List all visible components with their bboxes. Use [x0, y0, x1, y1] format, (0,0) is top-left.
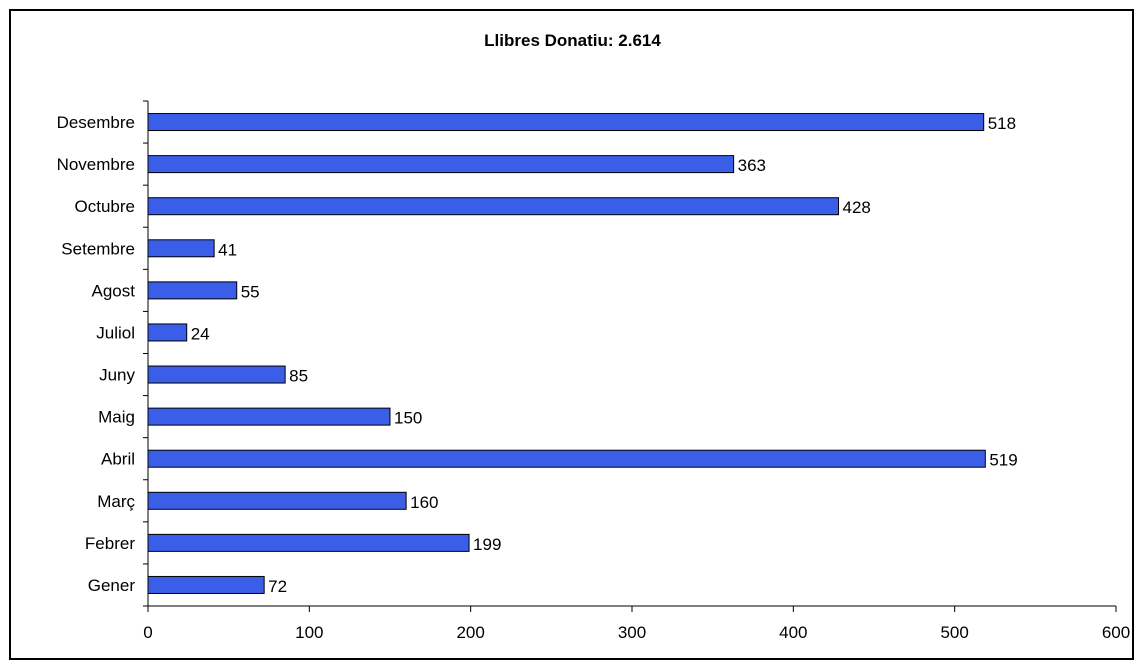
data-label: 24 [191, 324, 210, 343]
data-label: 519 [989, 451, 1017, 470]
bar-novembre [147, 155, 735, 174]
y-tick-label: Setembre [61, 239, 135, 258]
bar-abril [147, 449, 986, 468]
bar-juliol [147, 323, 188, 342]
data-label: 41 [218, 240, 237, 259]
x-tick-label: 400 [779, 623, 807, 642]
y-tick-label: Gener [88, 576, 136, 595]
y-tick-label: Març [97, 492, 135, 511]
data-label: 150 [394, 409, 422, 428]
bar-març [147, 491, 407, 510]
bar-octubre [147, 197, 840, 216]
x-tick-label: 500 [940, 623, 968, 642]
data-label: 55 [241, 282, 260, 301]
y-tick-label: Desembre [57, 113, 135, 132]
data-label: 72 [268, 577, 287, 596]
y-tick-label: Agost [92, 281, 136, 300]
data-label: 199 [473, 535, 501, 554]
bar-setembre [147, 239, 215, 258]
y-tick-label: Maig [98, 408, 135, 427]
y-tick-label: Novembre [57, 155, 135, 174]
chart-title: Llibres Donatiu: 2.614 [484, 31, 661, 50]
y-tick-label: Juliol [96, 323, 135, 342]
bar-agost [147, 281, 238, 300]
y-tick-label: Febrer [85, 534, 135, 553]
x-tick-label: 600 [1102, 623, 1130, 642]
data-label: 428 [843, 198, 871, 217]
x-tick-label: 200 [456, 623, 484, 642]
bar-desembre [147, 113, 985, 132]
y-tick-label: Juny [99, 366, 135, 385]
bar-maig [147, 407, 391, 426]
x-tick-label: 0 [143, 623, 152, 642]
y-tick-label: Octubre [75, 197, 135, 216]
y-tick-label: Abril [101, 450, 135, 469]
data-label: 160 [410, 493, 438, 512]
data-label: 518 [988, 114, 1016, 133]
data-label: 363 [738, 156, 766, 175]
x-tick-label: 300 [618, 623, 646, 642]
x-tick-label: 100 [295, 623, 323, 642]
bar-juny [147, 365, 286, 384]
bar-febrer [147, 533, 470, 552]
bar-gener [147, 575, 265, 594]
data-label: 85 [289, 367, 308, 386]
